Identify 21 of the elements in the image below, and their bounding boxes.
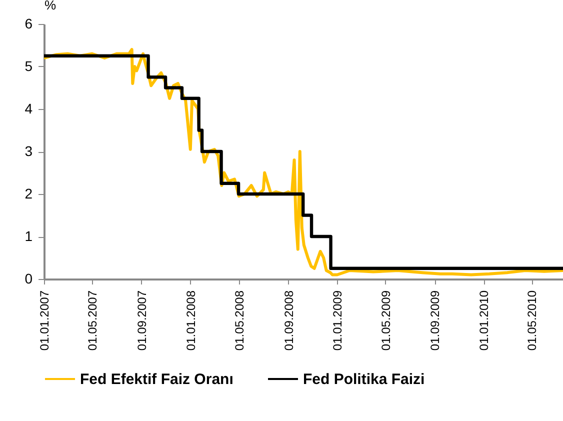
- y-tick-label: 2: [24, 186, 33, 202]
- legend-label: Fed Politika Faizi: [303, 371, 425, 388]
- x-tick-label: 01.05.2008: [232, 290, 246, 351]
- y-tick-label: 5: [24, 58, 33, 74]
- legend-label: Fed Efektif Faiz Oranı: [80, 371, 234, 388]
- x-tick-label: 01.09.2007: [134, 290, 149, 351]
- x-tick-label: 01.05.2007: [86, 290, 100, 351]
- y-axis-title: %: [44, 0, 56, 12]
- x-tick-label: 01.05.2009: [378, 290, 393, 351]
- x-tick-label: 01.09.2009: [428, 290, 442, 351]
- y-tick-label: 4: [24, 100, 33, 116]
- x-tick-label: 01.01.2007: [38, 290, 52, 351]
- x-tick-label: 01.09.2008: [282, 290, 296, 351]
- x-tick-label: 01.01.2010: [477, 290, 492, 351]
- x-tick-label: 01.01.2009: [330, 290, 345, 351]
- y-tick-label: 0: [24, 270, 33, 286]
- x-tick-label: 01.01.2008: [184, 290, 198, 351]
- y-tick-label: 1: [24, 228, 33, 244]
- y-tick-label: 6: [24, 16, 33, 32]
- y-tick-label: 3: [24, 143, 33, 159]
- x-tick-label: 01.05.2010: [525, 290, 540, 351]
